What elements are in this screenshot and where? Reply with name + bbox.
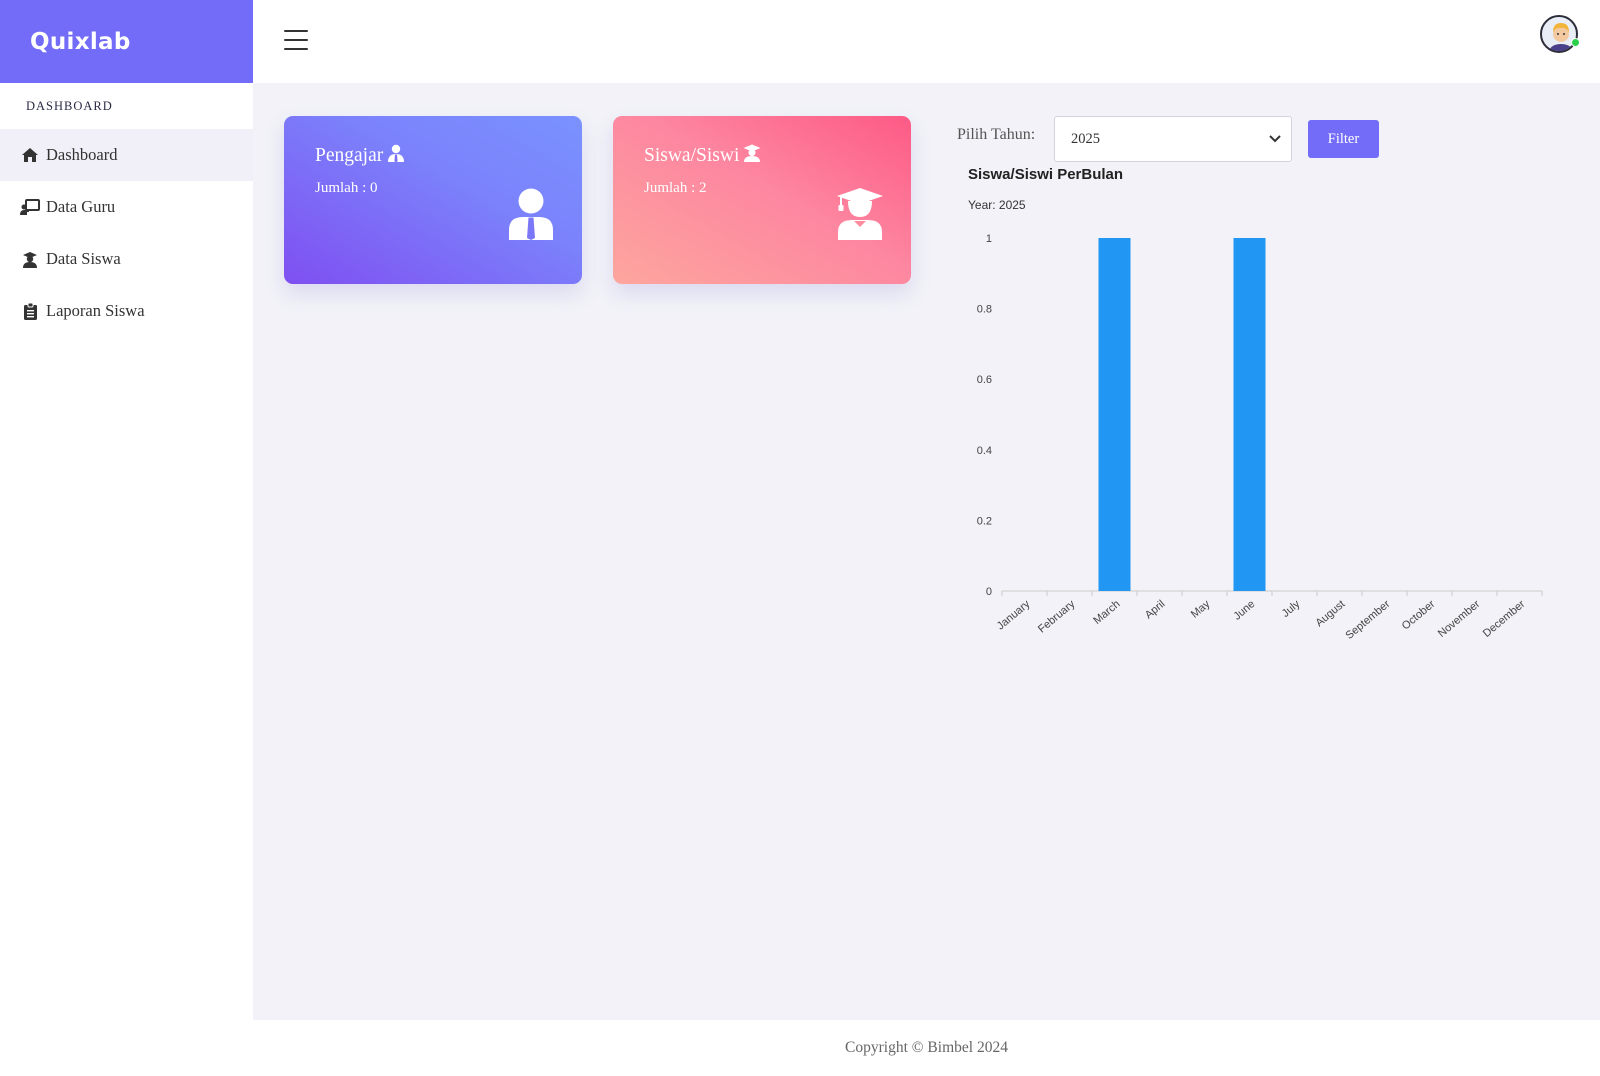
chevron-down-icon — [1269, 131, 1281, 148]
sidebar-item-label: Laporan Siswa — [46, 301, 145, 320]
year-select-value: 2025 — [1071, 130, 1100, 147]
menu-toggle-icon[interactable] — [284, 30, 308, 50]
x-tick-label: September — [1343, 598, 1392, 642]
y-tick-label: 0.2 — [977, 515, 992, 527]
x-tick-label: April — [1143, 598, 1168, 621]
brand-logo[interactable]: Quixlab — [30, 28, 131, 55]
sidebar: Quixlab DASHBOARD Dashboard Data Guru Da… — [0, 0, 253, 1076]
year-filter-label: Pilih Tahun: — [957, 126, 1036, 143]
x-tick-label: January — [995, 598, 1033, 633]
card-title: Pengajar — [315, 144, 551, 168]
sidebar-item-laporan-siswa[interactable]: Laporan Siswa — [0, 285, 253, 337]
card-title: Siswa/Siswi — [644, 144, 880, 168]
footer: Copyright © Bimbel 2024 — [253, 1020, 1600, 1076]
user-graduate-icon — [743, 144, 761, 168]
sidebar-item-label: Data Siswa — [46, 249, 121, 268]
y-tick-label: 0.4 — [977, 445, 992, 457]
y-tick-label: 0 — [986, 586, 992, 598]
x-tick-label: February — [1036, 598, 1078, 636]
user-avatar[interactable] — [1540, 15, 1578, 53]
x-tick-label: November — [1436, 598, 1483, 640]
topbar — [253, 0, 1600, 83]
student-card[interactable]: Siswa/Siswi Jumlah : 2 — [613, 116, 911, 284]
brand-header[interactable]: Quixlab — [0, 0, 253, 83]
online-status-dot — [1571, 38, 1580, 47]
y-tick-label: 0.6 — [977, 374, 992, 386]
y-tick-label: 0.8 — [977, 304, 992, 316]
x-tick-label: October — [1400, 598, 1438, 633]
chart-svg: Siswa/Siswi PerBulan Year: 2025 0 0.2 0.4 0… — [968, 166, 1543, 642]
teacher-count: Jumlah : 0 — [315, 180, 378, 196]
x-tick-label: December — [1481, 598, 1528, 640]
chalkboard-teacher-icon — [20, 197, 40, 217]
x-tick-label: August — [1313, 598, 1347, 629]
sidebar-item-dashboard[interactable]: Dashboard — [0, 129, 253, 181]
bar-june[interactable] — [1233, 238, 1266, 591]
sidebar-item-data-guru[interactable]: Data Guru — [0, 181, 253, 233]
home-icon — [20, 145, 40, 165]
graduate-icon — [20, 249, 40, 269]
y-tick-label: 1 — [986, 233, 992, 245]
user-tie-icon — [508, 188, 554, 245]
bar-march[interactable] — [1098, 238, 1131, 591]
chart-subtitle: Year: 2025 — [968, 198, 1026, 212]
user-tie-icon — [387, 144, 405, 168]
sidebar-section-label: DASHBOARD — [26, 98, 113, 113]
user-graduate-icon — [837, 188, 883, 245]
x-tick-label: July — [1280, 598, 1303, 620]
chart-title: Siswa/Siswi PerBulan — [968, 166, 1123, 183]
copyright-text: Copyright © Bimbel 2024 — [845, 1039, 1008, 1056]
filter-button[interactable]: Filter — [1308, 120, 1379, 158]
clipboard-icon — [20, 301, 40, 321]
monthly-students-chart: Siswa/Siswi PerBulan Year: 2025 0 0.2 0.4 0… — [950, 160, 1550, 660]
student-count: Jumlah : 2 — [644, 180, 707, 196]
teacher-card[interactable]: Pengajar Jumlah : 0 — [284, 116, 582, 284]
x-tick-label: May — [1189, 598, 1213, 621]
x-tick-label: March — [1091, 598, 1122, 627]
x-tick-label: June — [1231, 598, 1257, 623]
sidebar-item-data-siswa[interactable]: Data Siswa — [0, 233, 253, 285]
sidebar-item-label: Data Guru — [46, 197, 116, 216]
year-select[interactable]: 2025 — [1054, 116, 1292, 162]
sidebar-item-label: Dashboard — [46, 145, 118, 164]
